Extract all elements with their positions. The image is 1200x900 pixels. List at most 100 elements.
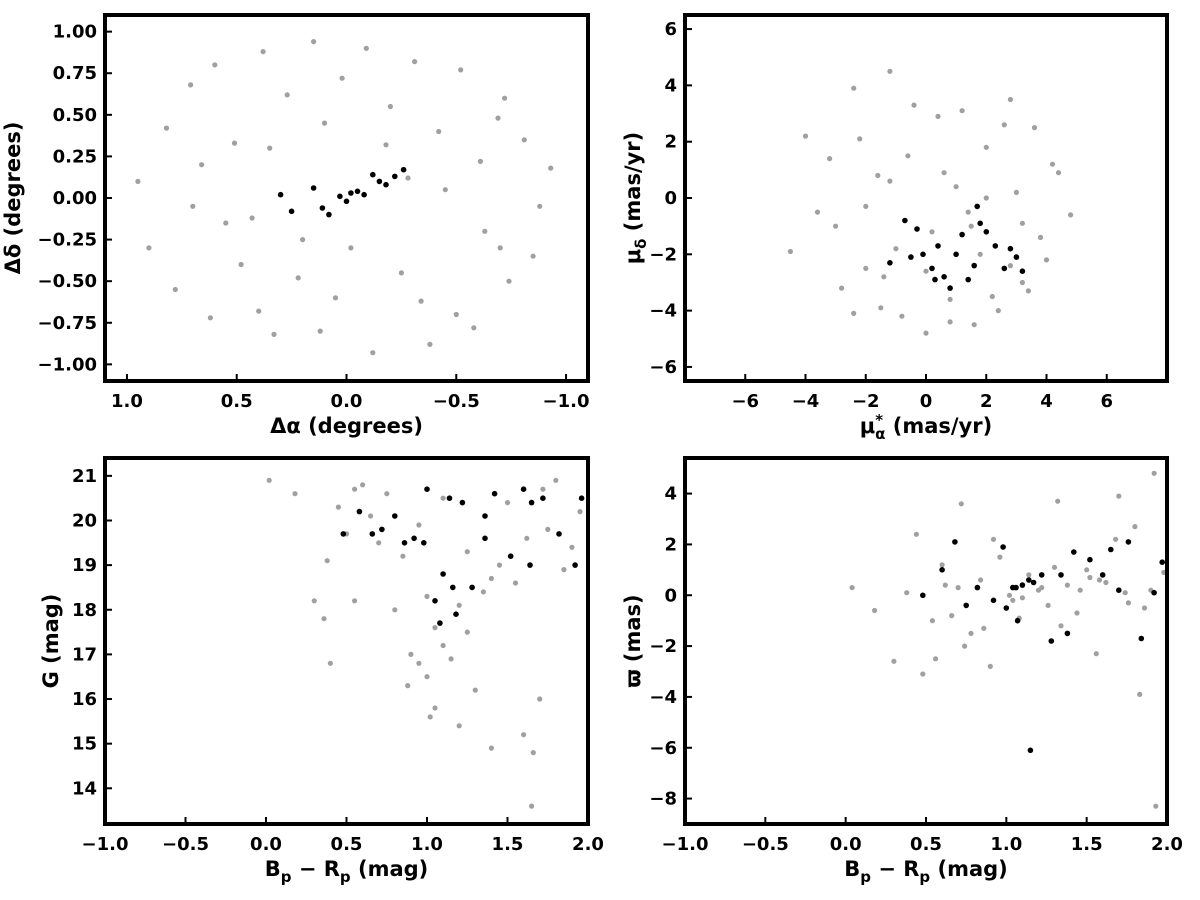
data-point (271, 331, 277, 337)
data-point (1049, 161, 1056, 167)
data-point (530, 750, 536, 756)
data-point (923, 330, 929, 336)
data-point (987, 663, 993, 670)
x-tick-label: −1.0 (543, 391, 590, 412)
data-point (482, 513, 488, 519)
data-point (572, 562, 578, 568)
x-axis-label: Δα (degrees) (270, 414, 423, 438)
data-point (977, 220, 983, 227)
data-point (1122, 590, 1128, 596)
data-point (827, 156, 833, 162)
x-tick-label: 6 (1100, 391, 1113, 412)
data-point (902, 217, 908, 224)
data-point (905, 153, 911, 159)
data-point (1125, 600, 1131, 606)
data-point (1026, 572, 1032, 578)
y-tick-label: −4 (649, 301, 677, 322)
data-point (427, 714, 433, 720)
data-point (528, 499, 535, 506)
data-point (437, 620, 443, 626)
y-axis-label: ϖ (mas) (621, 594, 645, 687)
data-point (354, 188, 361, 195)
data-point (872, 607, 878, 614)
data-point (1055, 170, 1062, 176)
data-point (472, 687, 478, 693)
data-point (317, 328, 323, 334)
data-point (545, 526, 551, 533)
data-point (459, 499, 466, 506)
data-point (427, 341, 433, 347)
data-point (387, 103, 393, 110)
data-point (464, 549, 470, 555)
data-point (1039, 585, 1045, 591)
data-point (1001, 265, 1008, 272)
data-point (787, 248, 794, 255)
data-point (904, 590, 910, 596)
data-point (1019, 595, 1025, 601)
x-tick-label: 1.0 (411, 834, 443, 855)
panel-4: −1.0 −0.5 0.0 0.5 1.0 1.5 2.0 −8 −6 −4 −2 0 2 4 Bp − R… (621, 456, 1183, 886)
data-point (400, 553, 406, 559)
data-point (1007, 263, 1014, 269)
data-point (802, 133, 809, 139)
data-point (942, 582, 948, 588)
data-point (383, 142, 389, 148)
data-point (1087, 574, 1093, 581)
data-point (376, 178, 383, 185)
data-point (412, 59, 418, 65)
x-tick-label: −1.0 (662, 834, 709, 855)
data-point (356, 508, 363, 515)
data-point (332, 295, 339, 301)
x-tick-label: 0.5 (221, 391, 253, 412)
data-point (913, 531, 920, 537)
y-tick-label: −2 (649, 636, 677, 657)
data-point (392, 607, 398, 613)
data-point (983, 229, 990, 235)
x-tick-label: 0.5 (910, 834, 942, 855)
data-point (440, 495, 446, 501)
data-point (416, 522, 422, 528)
data-point (477, 158, 483, 164)
data-point (440, 571, 446, 577)
data-point (920, 251, 926, 258)
data-point (965, 276, 971, 283)
data-point (990, 536, 997, 542)
plot-frame (103, 13, 590, 383)
data-point (989, 293, 995, 300)
y-tick-label: 2 (664, 132, 677, 153)
data-point (348, 190, 354, 196)
y-tick-label: 4 (664, 484, 677, 505)
data-point (458, 67, 464, 73)
data-point (284, 92, 290, 98)
data-point (1159, 559, 1165, 565)
data-point (553, 477, 559, 483)
y-tick-label: −4 (649, 687, 677, 708)
data-point (849, 585, 855, 591)
data-point (1068, 212, 1074, 218)
x-axis-label: Bp − Rp (mag) (844, 857, 1008, 886)
data-point (507, 553, 514, 559)
data-point (569, 544, 575, 550)
data-point (958, 501, 964, 507)
data-point (1006, 592, 1013, 598)
data-point (1077, 587, 1083, 593)
data-point (578, 495, 585, 502)
data-point (1125, 539, 1132, 545)
data-point (343, 198, 350, 205)
data-point (495, 115, 501, 121)
data-point (959, 231, 965, 238)
y-tick-label: 0 (664, 188, 677, 209)
series-1 (787, 68, 1074, 336)
data-point (1019, 582, 1026, 588)
plot-frame (683, 13, 1169, 383)
data-point (339, 75, 345, 81)
data-point (256, 308, 262, 314)
data-point (405, 175, 411, 181)
data-point (887, 178, 893, 184)
data-point (1030, 579, 1037, 586)
data-point (464, 629, 470, 635)
data-point (310, 185, 317, 191)
data-point (324, 558, 330, 564)
x-tick-label: 1.5 (1071, 834, 1103, 855)
data-point (990, 597, 997, 604)
